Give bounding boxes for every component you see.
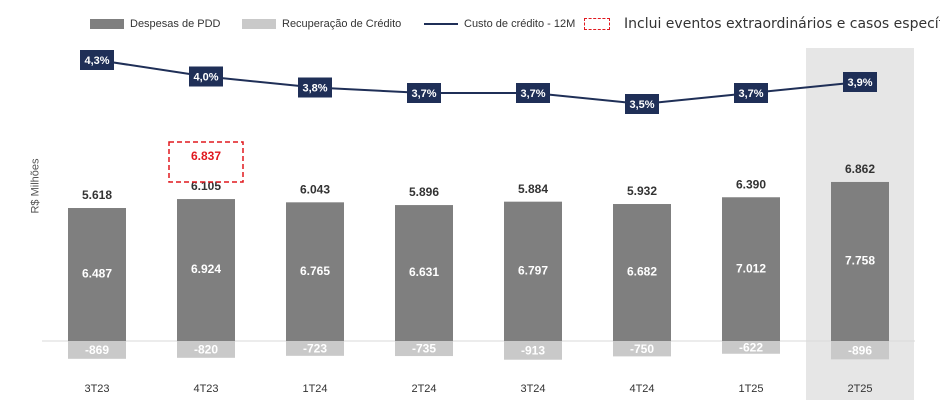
extraordinary-label: 6.837 <box>191 149 221 163</box>
bar-label-pdd: 6.765 <box>300 264 330 278</box>
y-axis-label: R$ Milhões <box>29 158 42 214</box>
bar-recovery <box>68 341 126 359</box>
total-label: 6.105 <box>191 179 221 193</box>
line-label-cost: 3,8% <box>302 82 327 94</box>
legend-label-extraordinary: Inclui eventos extraordinários e casos e… <box>624 16 940 32</box>
bar-pdd <box>68 208 126 341</box>
bar-pdd <box>395 205 453 341</box>
bar-recovery <box>286 341 344 356</box>
bar-pdd <box>504 201 562 341</box>
bar-recovery <box>831 341 889 360</box>
line-point-cost <box>189 66 223 87</box>
bar-pdd <box>722 197 780 341</box>
bar-label-recovery: -869 <box>85 343 109 357</box>
x-tick-label: 4T23 <box>193 383 218 395</box>
total-label: 5.618 <box>82 188 112 202</box>
line-label-cost: 3,7% <box>738 88 763 100</box>
line-point-cost <box>407 83 441 103</box>
legend-item-recovery: Recuperação de Crédito <box>242 18 401 30</box>
bar-label-recovery: -820 <box>194 343 218 357</box>
bar-pdd <box>177 199 235 341</box>
line-point-cost <box>843 72 877 92</box>
bar-label-pdd: 6.797 <box>518 264 548 278</box>
x-tick-label: 2T25 <box>847 383 872 395</box>
bar-label-pdd: 6.682 <box>627 265 657 279</box>
line-label-cost: 4,0% <box>193 71 218 83</box>
x-tick-label: 4T24 <box>629 383 654 395</box>
legend: Despesas de PDD Recuperação de Crédito C… <box>0 14 940 38</box>
line-point-cost <box>734 83 768 103</box>
legend-label-recovery: Recuperação de Crédito <box>282 18 402 30</box>
legend-label-pdd: Despesas de PDD <box>130 18 221 30</box>
bar-label-recovery: -723 <box>303 342 327 356</box>
total-label: 6.390 <box>736 177 766 191</box>
bar-label-recovery: -750 <box>630 342 654 356</box>
x-tick-label: 3T24 <box>520 383 545 395</box>
bar-label-pdd: 7.012 <box>736 261 766 275</box>
legend-swatch-pdd <box>90 19 124 29</box>
legend-label-cost: Custo de crédito - 12M <box>464 18 576 30</box>
bar-label-pdd: 6.924 <box>191 262 221 276</box>
total-label: 6.043 <box>300 182 330 196</box>
bar-pdd <box>286 202 344 341</box>
bar-recovery <box>613 341 671 357</box>
legend-item-pdd: Despesas de PDD <box>90 18 221 30</box>
legend-swatch-recovery <box>242 19 276 29</box>
bar-pdd <box>613 204 671 341</box>
line-label-cost: 3,7% <box>520 88 545 100</box>
line-label-cost: 4,3% <box>84 55 109 67</box>
line-point-cost <box>625 94 659 114</box>
bar-label-recovery: -735 <box>412 342 436 356</box>
legend-swatch-cost <box>424 23 458 25</box>
bar-label-pdd: 6.631 <box>409 265 439 279</box>
bar-label-recovery: -896 <box>848 343 872 357</box>
x-tick-label: 2T24 <box>411 383 436 395</box>
total-label: 5.896 <box>409 185 439 199</box>
bar-label-recovery: -913 <box>521 344 545 358</box>
line-point-cost <box>516 83 550 103</box>
total-label: 5.884 <box>518 182 548 196</box>
line-label-cost: 3,7% <box>411 88 436 100</box>
bar-recovery <box>722 341 780 354</box>
x-tick-label: 1T24 <box>302 383 327 395</box>
line-label-cost: 3,9% <box>847 77 872 89</box>
legend-item-extraordinary: Inclui eventos extraordinários e casos e… <box>584 16 940 32</box>
bar-label-pdd: 6.487 <box>82 267 112 281</box>
total-label: 5.932 <box>627 184 657 198</box>
total-label: 6.862 <box>845 162 875 176</box>
line-point-cost <box>80 50 114 70</box>
bar-recovery <box>504 341 562 360</box>
line-point-cost <box>298 77 332 98</box>
legend-item-cost: Custo de crédito - 12M <box>424 18 575 30</box>
x-tick-label: 1T25 <box>738 383 763 395</box>
bar-recovery <box>395 341 453 357</box>
bar-label-recovery: -622 <box>739 341 763 355</box>
extraordinary-box <box>168 141 244 183</box>
bar-pdd <box>831 181 889 341</box>
x-tick-label: 3T23 <box>84 383 109 395</box>
bar-label-pdd: 7.758 <box>845 254 875 268</box>
line-label-cost: 3,5% <box>629 99 654 111</box>
series-line-cost <box>96 59 861 106</box>
bar-recovery <box>177 341 235 358</box>
legend-swatch-extraordinary <box>584 18 610 30</box>
